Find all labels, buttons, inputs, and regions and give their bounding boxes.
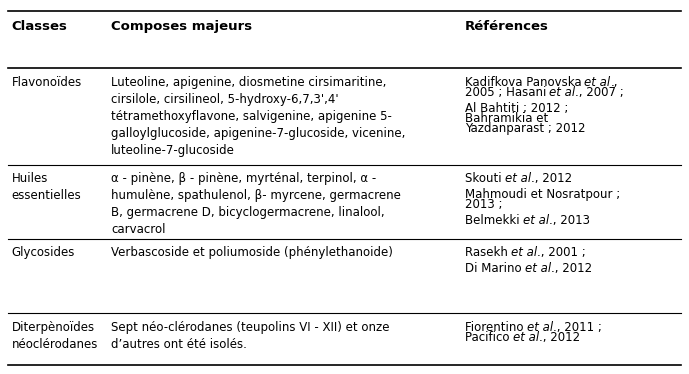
Text: Pacifico: Pacifico [464,331,513,344]
Text: Fiorentino: Fiorentino [464,321,527,334]
Text: Belmekki: Belmekki [464,214,523,227]
Text: ., 2012: ., 2012 [551,262,592,275]
Text: Composes majeurs: Composes majeurs [111,20,252,33]
Text: et al: et al [523,214,549,227]
Text: Références: Références [464,20,548,33]
Text: Glycosides: Glycosides [12,246,75,260]
Text: α - pinène, β - pinène, myrténal, terpinol, α -
humulène, spathulenol, β- myrcen: α - pinène, β - pinène, myrténal, terpin… [111,172,401,236]
Text: ., 2011 ;: ., 2011 ; [553,321,601,334]
Text: ., 2001 ;: ., 2001 ; [537,246,586,260]
Text: ., 2007 ;: ., 2007 ; [575,86,624,99]
Text: Verbascoside et poliumoside (phénylethanoide): Verbascoside et poliumoside (phénylethan… [111,246,393,260]
Text: ., 2013: ., 2013 [548,214,590,227]
Text: ., 2012: ., 2012 [531,172,572,185]
Text: Huiles
essentielles: Huiles essentielles [12,172,81,202]
Text: Rasekh: Rasekh [464,246,511,260]
Text: .,: ., [610,76,618,89]
Text: Al Bahtiti ; 2012 ;: Al Bahtiti ; 2012 ; [464,102,568,114]
Text: et al: et al [525,262,551,275]
Text: Bahramikia et: Bahramikia et [464,112,548,125]
Text: Luteoline, apigenine, diosmetine cirsimaritine,
cirsilole, cirsilineol, 5-hydrox: Luteoline, apigenine, diosmetine cirsima… [111,76,406,157]
Text: et al: et al [505,172,531,185]
Text: Sept néo-clérodanes (teupolins VI - XII) et onze
d’autres ont été isolés.: Sept néo-clérodanes (teupolins VI - XII)… [111,321,390,351]
Text: Skouti: Skouti [464,172,505,185]
Text: Classes: Classes [12,20,68,33]
Text: et al: et al [513,331,539,344]
Text: et al: et al [549,86,575,99]
Text: Kadifkova Panovska: Kadifkova Panovska [464,76,585,89]
Text: 2013 ;: 2013 ; [464,198,502,211]
Text: ., 2012: ., 2012 [539,331,579,344]
Text: et al: et al [526,321,553,334]
Text: Yazdanparast ; 2012: Yazdanparast ; 2012 [464,122,585,135]
Text: 2005 ; Hasani: 2005 ; Hasani [464,86,550,99]
Text: et al: et al [584,76,610,89]
Text: Flavonoïdes: Flavonoïdes [12,76,82,89]
Text: Mahmoudi et Nosratpour ;: Mahmoudi et Nosratpour ; [464,188,620,201]
Text: Diterpènoïdes
néoclérodanes: Diterpènoïdes néoclérodanes [12,321,98,351]
Text: et al: et al [511,246,537,260]
Text: Di Marino: Di Marino [464,262,525,275]
